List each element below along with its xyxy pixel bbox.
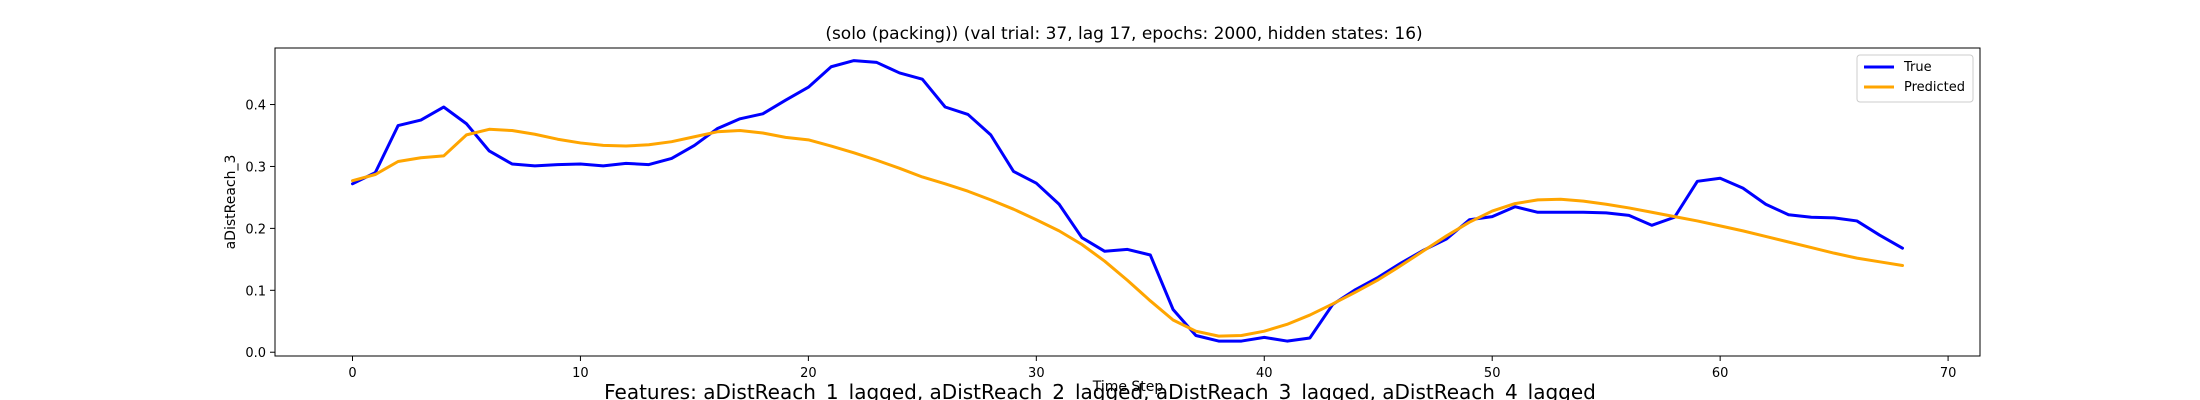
series-line-predicted	[351, 127, 1904, 338]
y-tick-label: 0.2	[245, 222, 266, 237]
x-tick-label: 50	[1484, 366, 1501, 381]
plot-area	[274, 47, 1981, 357]
chart-title: (solo (packing)) (val trial: 37, lag 17,…	[825, 24, 1422, 44]
y-tick-label: 0.0	[245, 346, 266, 361]
features-caption: Features: aDistReach_1_lagged, aDistReac…	[604, 380, 1596, 400]
x-tick-label: 40	[1256, 366, 1273, 381]
plot-border	[274, 47, 1981, 357]
y-axis: 0.0 0.1 0.2 0.3 0.4	[245, 99, 275, 361]
x-tick-label: 70	[1940, 366, 1957, 381]
x-tick-label: 20	[800, 366, 817, 381]
x-tick-label: 10	[572, 366, 589, 381]
x-axis-title: Time Step	[1092, 379, 1164, 395]
x-axis: 0 10 20 30 40 50 60 70	[348, 356, 1956, 381]
y-tick-label: 0.3	[245, 160, 266, 175]
series-line-true	[351, 59, 1904, 343]
series-layer	[351, 59, 1904, 343]
x-tick-label: 30	[1028, 366, 1045, 381]
legend-label-predicted: Predicted	[1904, 80, 1965, 95]
y-tick-label: 0.1	[245, 284, 266, 299]
legend: True Predicted	[1856, 54, 1974, 103]
x-tick-label: 0	[348, 366, 356, 381]
y-tick-label: 0.4	[245, 99, 266, 114]
x-tick-label: 60	[1712, 366, 1729, 381]
legend-label-true: True	[1903, 60, 1932, 75]
y-axis-title: aDistReach_3	[223, 155, 239, 250]
